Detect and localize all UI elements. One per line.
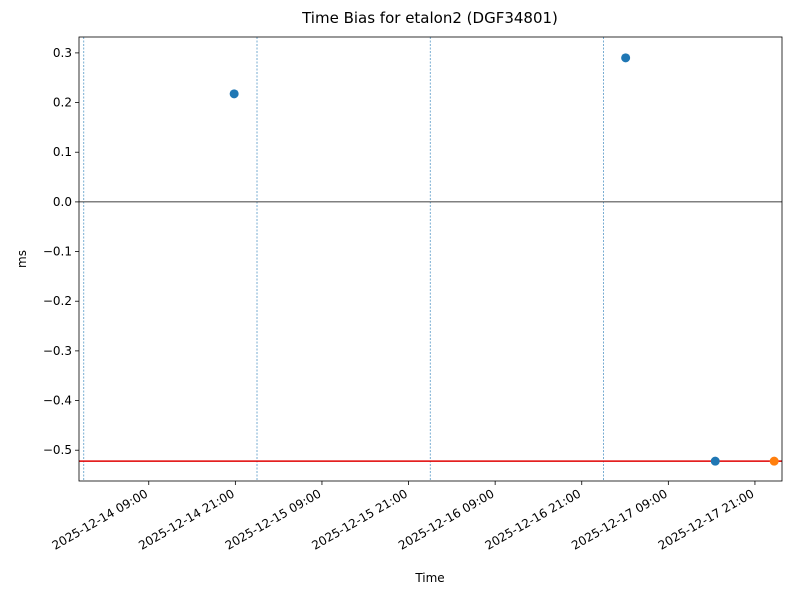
x-tick-label: 2025-12-15 09:00 <box>223 486 324 552</box>
x-tick-label: 2025-12-14 09:00 <box>50 486 151 552</box>
y-tick-label: 0.3 <box>53 46 72 60</box>
point <box>769 456 779 466</box>
point <box>229 89 239 99</box>
plot-frame <box>78 36 783 482</box>
y-tick-label: 0.2 <box>53 96 72 110</box>
y-tick-label: 0.0 <box>53 195 72 209</box>
x-tick-label: 2025-12-16 21:00 <box>483 486 584 552</box>
x-tick-label: 2025-12-17 09:00 <box>569 486 670 552</box>
point <box>621 53 631 63</box>
x-tick-label: 2025-12-15 21:00 <box>309 486 410 552</box>
chart-title: Time Bias for etalon2 (DGF34801) <box>301 9 558 27</box>
x-tick-label: 2025-12-16 09:00 <box>396 486 497 552</box>
y-tick-label: −0.1 <box>43 245 72 259</box>
y-tick-label: −0.5 <box>43 443 72 457</box>
point <box>710 456 720 466</box>
y-tick-label: 0.1 <box>53 145 72 159</box>
x-tick-label: 2025-12-14 21:00 <box>136 486 237 552</box>
y-tick-label: −0.4 <box>43 394 72 408</box>
y-tick-label: −0.2 <box>43 294 72 308</box>
x-tick-label: 2025-12-17 21:00 <box>656 486 757 552</box>
y-tick-label: −0.3 <box>43 344 72 358</box>
y-axis-label: ms <box>15 250 29 268</box>
x-axis-label: Time <box>414 571 444 585</box>
